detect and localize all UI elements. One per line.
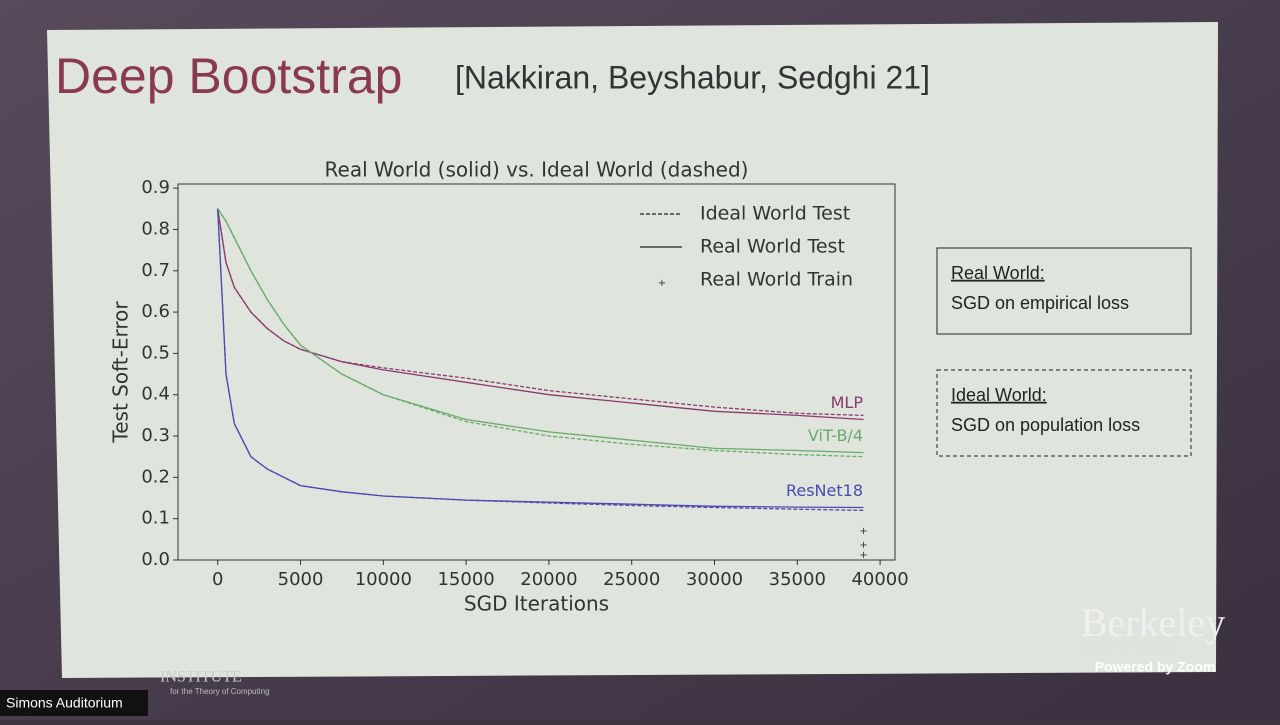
y-axis-label: Test Soft-Error xyxy=(109,301,133,444)
box xyxy=(936,247,1192,335)
box xyxy=(936,369,1192,457)
legend-label: Real World Train xyxy=(700,269,853,291)
x-tick-label: 25000 xyxy=(603,569,660,590)
box-heading: Ideal World: xyxy=(951,385,1047,405)
y-tick-label: 0.3 xyxy=(141,425,170,446)
x-tick-label: 0 xyxy=(212,569,223,590)
x-tick-label: 30000 xyxy=(686,569,743,590)
y-tick-label: 0.5 xyxy=(141,342,170,363)
curve-label: MLP xyxy=(831,393,864,412)
y-tick-label: 0.7 xyxy=(141,260,170,281)
plot-frame xyxy=(177,183,896,561)
chart-title: Real World (solid) vs. Ideal World (dash… xyxy=(325,158,749,182)
y-tick-label: 0.2 xyxy=(141,466,170,487)
box-text: SGD on empirical loss xyxy=(951,293,1129,313)
logo: Berkeley xyxy=(1081,600,1225,645)
x-axis-label: SGD Iterations xyxy=(464,592,609,616)
x-tick-label: 35000 xyxy=(769,569,826,590)
y-tick-label: 0.4 xyxy=(141,384,170,405)
box-heading: Real World: xyxy=(951,263,1045,283)
x-tick-label: 10000 xyxy=(355,569,412,590)
x-tick-label: 20000 xyxy=(520,569,577,590)
slide xyxy=(47,22,1218,678)
legend-label: Real World Test xyxy=(700,236,845,258)
y-tick-label: 0.1 xyxy=(141,508,170,529)
real-line xyxy=(217,208,864,454)
train-marker: + xyxy=(859,550,867,561)
room-name: Simons Auditorium xyxy=(6,695,123,711)
legend-label: Ideal World Test xyxy=(700,203,850,225)
y-tick-label: 0.9 xyxy=(141,177,170,198)
y-tick-label: 0.6 xyxy=(141,301,170,322)
side-boxes: Real World: SGD on empirical loss Ideal Wo… xyxy=(936,247,1192,457)
zoom-badge: Powered by Zoom xyxy=(1095,659,1216,675)
name-tag xyxy=(0,690,148,716)
train-marker: + xyxy=(859,540,867,551)
real-line xyxy=(217,208,864,421)
logo-sub: UNIVERSITY OF CALIFORNIA xyxy=(1076,645,1174,652)
curve-label: ViT-B/4 xyxy=(808,426,863,445)
institute-sub: for the Theory of Computing xyxy=(170,687,269,696)
curve-label: ResNet18 xyxy=(786,481,863,500)
legend-marker: + xyxy=(658,278,666,289)
y-tick-label: 0.8 xyxy=(141,218,170,239)
real-line xyxy=(217,208,864,509)
x-tick-label: 15000 xyxy=(437,569,494,590)
box-text: SGD on population loss xyxy=(951,415,1140,435)
train-marker: + xyxy=(859,526,867,537)
citation: [Nakkiran, Beyshabur, Sedghi 21] xyxy=(455,59,930,95)
x-tick-label: 40000 xyxy=(851,569,908,590)
y-tick-label: 0.0 xyxy=(141,549,170,570)
institute: INSTITUTE xyxy=(160,669,242,686)
x-tick-label: 5000 xyxy=(278,569,324,590)
chart: Real World (solid) vs. Ideal World (dash… xyxy=(109,158,909,616)
slide-title: Deep Bootstrap xyxy=(55,48,402,104)
